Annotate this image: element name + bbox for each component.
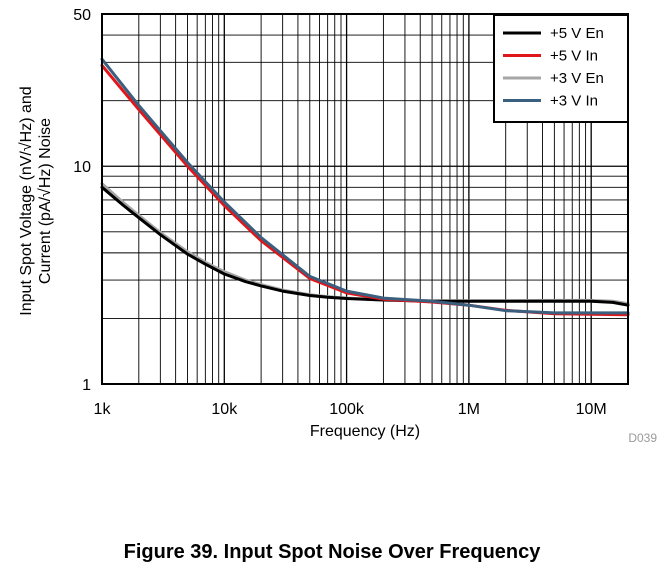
figure-code: D039 (628, 431, 657, 445)
series-line--3-v-en (100, 182, 630, 306)
y-tick-label: 10 (73, 159, 91, 176)
y-axis-label-2: Current (pA/√Hz) Noise (37, 118, 54, 284)
legend-label: +5 V En (550, 25, 604, 42)
x-tick-label: 1k (94, 401, 112, 418)
x-tick-label: 10k (211, 401, 238, 418)
legend-label: +3 V En (550, 70, 604, 87)
axis-tick-labels: 1k 10k 100k 1M 10M 1 10 50 (73, 7, 607, 418)
plot-frame (101, 13, 629, 385)
legend: +5 V En +5 V In +3 V En +3 V In (493, 14, 629, 123)
legend-label: +5 V In (550, 48, 598, 65)
x-tick-label: 10M (576, 401, 607, 418)
x-axis-label: Frequency (Hz) (310, 423, 420, 440)
chart-series (100, 57, 630, 317)
y-axis-label-line2: Current (pA/√Hz) Noise (37, 118, 54, 284)
figure-caption: Figure 39. Input Spot Noise Over Frequen… (123, 541, 541, 563)
x-tick-label: 1M (458, 401, 480, 418)
legend-label: +3 V In (550, 93, 598, 110)
y-axis-label: Input Spot Voltage (nV/√Hz) and (18, 86, 35, 315)
x-tick-label: 100k (329, 401, 365, 418)
y-axis-label-line1: Input Spot Voltage (nV/√Hz) and (18, 86, 35, 315)
y-tick-label: 50 (73, 7, 91, 24)
series-line--3-v-in (100, 57, 630, 315)
noise-chart: 1k 10k 100k 1M 10M 1 10 50 Frequency (Hz) Input… (18, 7, 657, 445)
series-line--5-v-en (100, 185, 630, 307)
y-tick-label: 1 (82, 377, 91, 394)
